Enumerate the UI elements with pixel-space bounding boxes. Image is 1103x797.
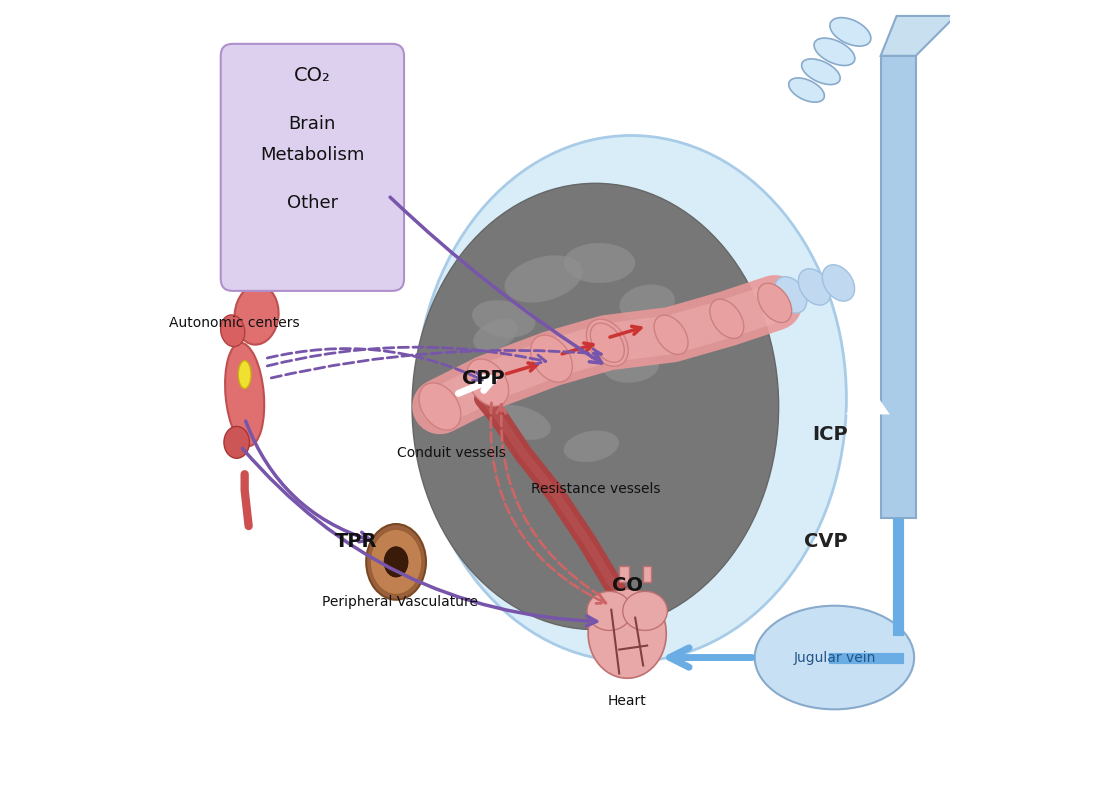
Ellipse shape xyxy=(366,524,426,600)
Ellipse shape xyxy=(531,335,572,383)
Ellipse shape xyxy=(754,606,914,709)
Ellipse shape xyxy=(603,351,658,383)
Ellipse shape xyxy=(587,319,629,367)
Text: Metabolism: Metabolism xyxy=(260,147,365,164)
Polygon shape xyxy=(880,16,955,56)
Ellipse shape xyxy=(789,78,824,102)
Text: CPP: CPP xyxy=(462,369,505,388)
Text: Autonomic centers: Autonomic centers xyxy=(169,316,300,330)
Text: CVP: CVP xyxy=(804,532,848,552)
Ellipse shape xyxy=(371,529,422,595)
Ellipse shape xyxy=(822,265,855,301)
Ellipse shape xyxy=(504,255,582,303)
Text: TPR: TPR xyxy=(335,532,377,552)
Text: Heart: Heart xyxy=(608,694,646,709)
Ellipse shape xyxy=(623,591,667,630)
Text: Brain: Brain xyxy=(289,115,336,132)
Ellipse shape xyxy=(802,59,840,84)
Text: Jugular vein: Jugular vein xyxy=(793,650,876,665)
Bar xyxy=(857,534,879,582)
Ellipse shape xyxy=(710,299,743,339)
Text: Resistance vessels: Resistance vessels xyxy=(531,482,660,497)
Text: CO: CO xyxy=(612,576,643,595)
Ellipse shape xyxy=(758,283,792,323)
Bar xyxy=(857,414,879,462)
Ellipse shape xyxy=(225,343,265,446)
Ellipse shape xyxy=(588,589,666,678)
Ellipse shape xyxy=(654,315,688,355)
Bar xyxy=(643,566,651,582)
Ellipse shape xyxy=(532,335,603,367)
Ellipse shape xyxy=(799,269,831,305)
Ellipse shape xyxy=(620,285,675,321)
FancyBboxPatch shape xyxy=(880,56,915,518)
Ellipse shape xyxy=(416,135,846,662)
Ellipse shape xyxy=(814,38,855,65)
Ellipse shape xyxy=(472,300,535,337)
Ellipse shape xyxy=(453,365,506,400)
Text: Conduit vessels: Conduit vessels xyxy=(397,446,506,461)
Ellipse shape xyxy=(590,323,624,363)
Ellipse shape xyxy=(467,359,508,406)
Ellipse shape xyxy=(221,315,245,347)
Text: Peripheral Vasculature: Peripheral Vasculature xyxy=(322,595,478,609)
Text: Other: Other xyxy=(287,194,338,212)
Ellipse shape xyxy=(489,405,550,440)
Polygon shape xyxy=(846,383,890,414)
Ellipse shape xyxy=(473,319,518,351)
Ellipse shape xyxy=(564,243,635,283)
Ellipse shape xyxy=(587,591,632,630)
Ellipse shape xyxy=(419,383,461,430)
Text: CO₂: CO₂ xyxy=(295,66,331,85)
Polygon shape xyxy=(846,502,890,534)
Ellipse shape xyxy=(235,285,279,344)
Bar xyxy=(619,566,629,582)
Ellipse shape xyxy=(774,277,806,313)
Ellipse shape xyxy=(224,426,249,458)
Text: ICP: ICP xyxy=(812,425,848,444)
FancyBboxPatch shape xyxy=(221,44,404,291)
Ellipse shape xyxy=(829,18,871,46)
Ellipse shape xyxy=(384,547,408,577)
Ellipse shape xyxy=(413,183,779,630)
Ellipse shape xyxy=(564,430,619,462)
Ellipse shape xyxy=(238,360,251,389)
